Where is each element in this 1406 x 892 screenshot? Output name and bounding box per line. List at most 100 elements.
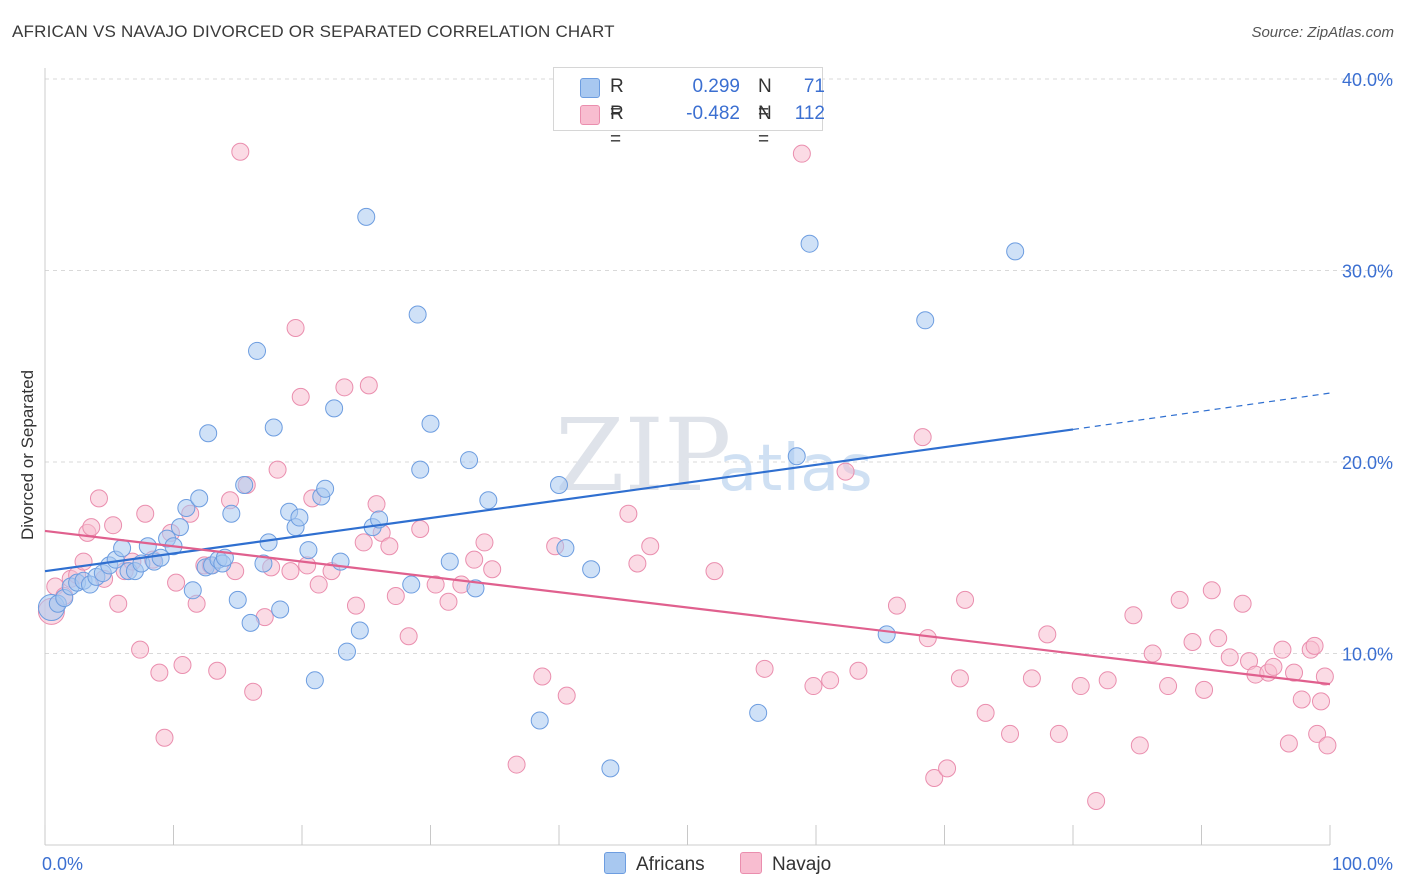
navajo-point <box>1308 724 1327 743</box>
africans-point <box>402 575 421 594</box>
navajo-point <box>950 669 969 688</box>
navajo-point <box>426 575 445 594</box>
navajo-trend-line <box>44 529 1331 686</box>
navajo-point <box>82 518 101 537</box>
africans-point <box>183 581 202 600</box>
navajo-point <box>1049 724 1068 743</box>
navajo-point <box>507 755 526 774</box>
africans-point <box>264 418 283 437</box>
navajo-point <box>1071 677 1090 696</box>
navajo-point <box>1170 590 1189 609</box>
africans-point <box>222 504 241 523</box>
africans-trend-line <box>44 428 1074 573</box>
navajo-point <box>1183 633 1202 652</box>
africans-point <box>190 489 209 508</box>
navajo-point <box>291 387 310 406</box>
navajo-point <box>89 489 108 508</box>
axes <box>44 68 1331 846</box>
navajo-point <box>167 573 186 592</box>
africans-point <box>877 625 896 644</box>
navajo-point <box>821 671 840 690</box>
navajo-point <box>354 533 373 552</box>
navajo-point <box>359 376 378 395</box>
africans-point <box>916 311 935 330</box>
navajo-point <box>918 629 937 648</box>
navajo-point <box>1220 648 1239 667</box>
navajo-points <box>37 142 1337 810</box>
navajo-point <box>533 667 552 686</box>
navajo-point <box>1124 606 1143 625</box>
navajo-point <box>465 550 484 569</box>
navajo-swatch <box>580 105 600 125</box>
africans-point <box>787 447 806 466</box>
source-label: Source: ZipAtlas.com <box>1251 24 1394 41</box>
tick-labels: 10.0% 20.0% 30.0% 40.0% 0.0% 100.0% <box>42 70 1393 874</box>
africans-point <box>800 234 819 253</box>
navajo-point <box>1022 669 1041 688</box>
navajo-point <box>1285 663 1304 682</box>
navajo-point <box>298 556 317 575</box>
trend-lines <box>44 392 1331 686</box>
navajo-point <box>131 640 150 659</box>
africans-point <box>479 491 498 510</box>
navajo-point <box>208 661 227 680</box>
africans-point <box>337 642 356 661</box>
legend-africans[interactable]: Africans <box>604 852 705 876</box>
n-label: N = <box>758 76 772 123</box>
navajo-point <box>380 537 399 556</box>
navajo-point <box>1312 692 1331 711</box>
navajo-point <box>792 144 811 163</box>
africans-point <box>177 498 196 517</box>
africans-point <box>199 424 218 443</box>
africans-point <box>411 460 430 479</box>
r-label: R = <box>610 103 624 150</box>
africans-point <box>316 479 335 498</box>
navajo-point <box>1202 581 1221 600</box>
navajo-point <box>557 686 576 705</box>
africans-point <box>259 533 278 552</box>
x-tick-label: 0.0% <box>42 854 83 874</box>
navajo-point <box>1038 625 1057 644</box>
navajo-point <box>155 728 174 747</box>
navajo-point <box>439 592 458 611</box>
y-tick-label: 30.0% <box>1342 262 1393 282</box>
africans-point <box>582 560 601 579</box>
navajo-point <box>1098 671 1117 690</box>
africans-point <box>248 341 267 360</box>
africans-point <box>235 475 254 494</box>
navajo-point <box>705 562 724 581</box>
y-axis-label: Divorced or Separated <box>18 369 37 541</box>
navajo-point <box>367 495 386 514</box>
navajo-point <box>1233 594 1252 613</box>
navajo-point <box>346 596 365 615</box>
x-tick-label: 100.0% <box>1332 854 1393 874</box>
africans-point <box>601 759 620 778</box>
navajo-point <box>755 659 774 678</box>
navajo-point <box>268 460 287 479</box>
navajo-point <box>475 533 494 552</box>
navajo-point <box>938 759 957 778</box>
navajo-point <box>1279 734 1298 753</box>
r-value: 0.299 <box>692 76 740 97</box>
chart-title: AFRICAN VS NAVAJO DIVORCED OR SEPARATED … <box>12 22 615 41</box>
africans-point <box>325 399 344 418</box>
navajo-point <box>619 504 638 523</box>
navajo-point <box>386 587 405 606</box>
navajo-point <box>104 516 123 535</box>
navajo-point <box>1130 736 1149 755</box>
navajo-point <box>836 462 855 481</box>
navajo-point <box>309 575 328 594</box>
navajo-point <box>231 142 250 161</box>
navajo-point <box>1305 636 1324 655</box>
n-label: N = <box>758 103 772 150</box>
navajo-point <box>109 594 128 613</box>
navajo-point <box>281 562 300 581</box>
africans-point <box>460 451 479 470</box>
navajo-point <box>399 627 418 646</box>
navajo-point <box>849 661 868 680</box>
legend-navajo[interactable]: Navajo <box>740 852 831 876</box>
navajo-point <box>1273 640 1292 659</box>
navajo-point <box>1159 677 1178 696</box>
navajo-point <box>244 682 263 701</box>
